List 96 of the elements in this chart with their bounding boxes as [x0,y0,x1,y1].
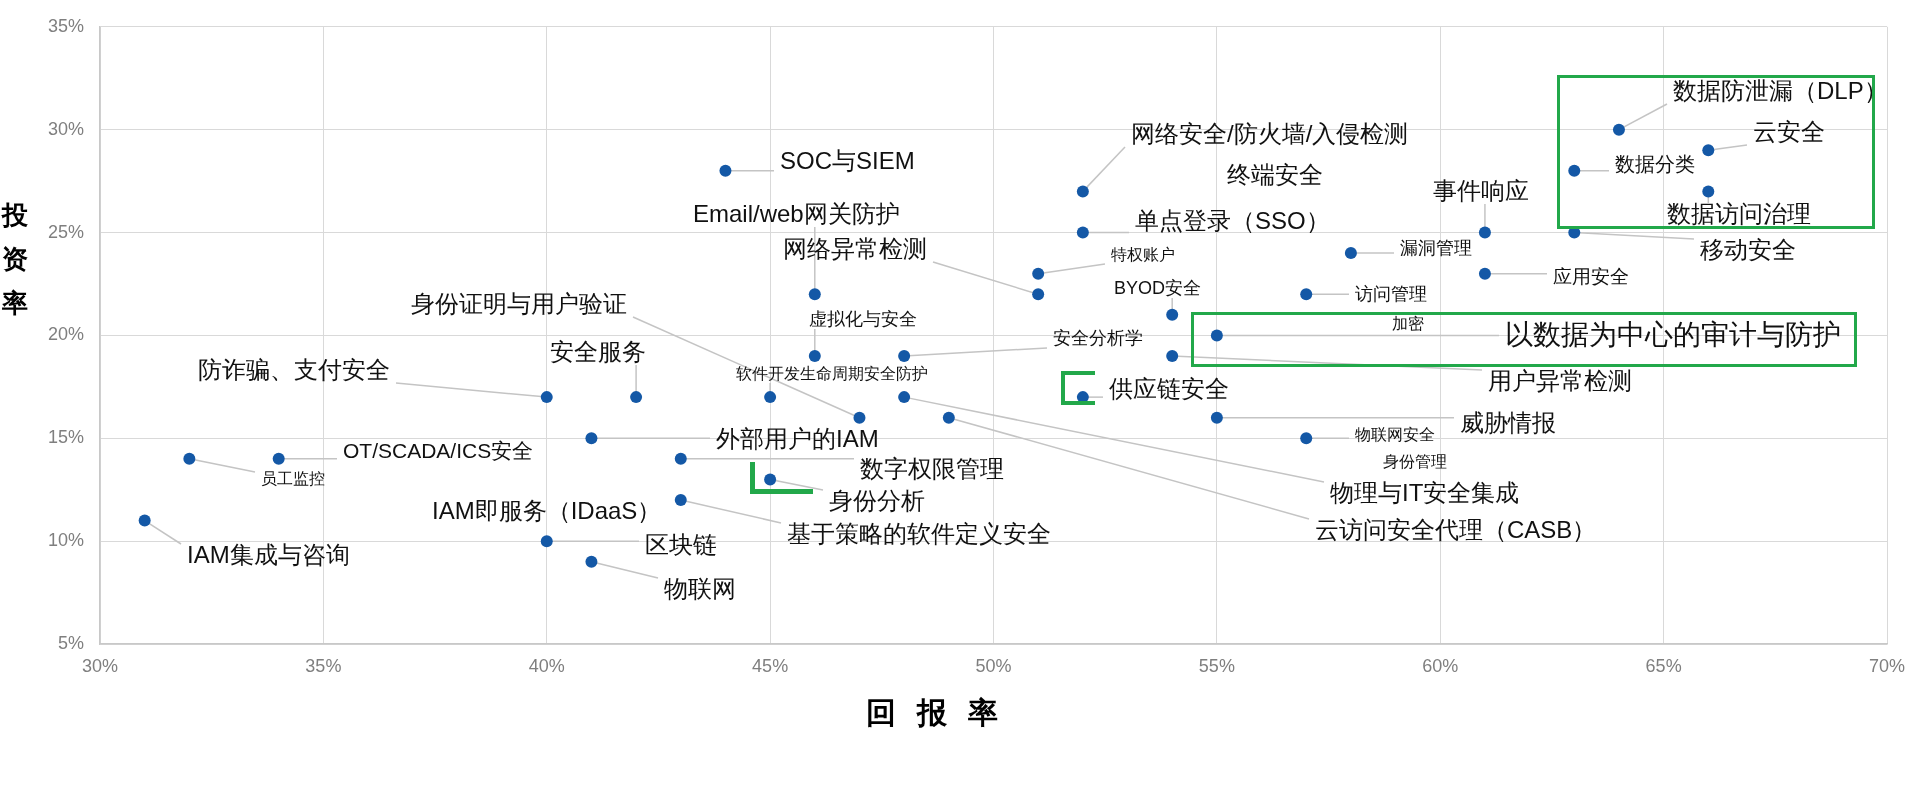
annotation: 加密 [1392,315,1424,333]
annotation: IAM集成与咨询 [187,540,350,568]
y-axis-title: 投资率 [1,199,29,320]
annotation: 以数据为中心的审计与防护 [1505,318,1841,350]
point [1032,267,1045,280]
point [540,391,553,404]
x-tick-label: 45% [752,655,789,676]
point [808,288,821,301]
annotation: 外部用户的IAM [716,424,879,452]
x-tick-label: 30% [81,655,119,676]
annotation: 网络安全/防火墙/入侵检测 [1131,119,1409,147]
annotation: Email/web网关防护 [693,199,900,227]
point [1210,329,1223,342]
annotation: 云访问安全代理（CASB） [1315,515,1597,543]
annotation: 安全分析学 [1053,327,1143,348]
point [719,164,732,177]
x-tick-label: 65% [1645,655,1682,676]
annotation: 终端安全 [1227,160,1323,188]
point [630,391,643,404]
x-tick-label: 70% [1868,655,1906,676]
point [764,391,777,404]
y-tick-label: 15% [47,427,84,448]
point [1210,411,1223,424]
x-tick-label: 60% [1422,655,1459,676]
annotation: 软件开发生命周期安全防护 [736,365,928,383]
annotation: 应用安全 [1553,266,1629,288]
point [942,411,955,424]
annotation: 虚拟化与安全 [809,308,917,329]
annotation: IAM即服务（IDaaS） [432,496,662,524]
point [138,514,151,527]
annotation: 员工监控 [261,470,325,488]
annotation: 物联网 [664,574,736,602]
point [898,349,911,362]
point [183,452,196,465]
point [853,411,866,424]
annotation: 威胁情报 [1460,408,1556,436]
annotation: 用户异常检测 [1488,366,1632,394]
annotation: 网络异常检测 [783,234,927,262]
annotation: BYOD安全 [1114,277,1202,298]
point [1032,288,1045,301]
point [1166,349,1179,362]
y-tick-label: 20% [47,324,84,345]
annotation: 漏洞管理 [1400,237,1472,258]
annotation: 安全服务 [550,337,646,365]
y-tick-label: 30% [47,118,84,139]
annotation: 云安全 [1753,117,1825,145]
point [1076,185,1089,198]
point [764,473,777,486]
annotation: 防诈骗、支付安全 [198,355,390,383]
x-tick-label: 35% [305,655,342,676]
point [674,493,687,506]
point [1702,144,1715,157]
y-tick-label: 35% [47,15,84,36]
annotation: 区块链 [645,530,717,558]
annotation: 访问管理 [1355,283,1427,304]
annotation: 数据分类 [1615,152,1695,175]
y-tick-label: 10% [47,530,84,551]
x-tick-label: 50% [975,655,1012,676]
annotation: 单点登录（SSO） [1135,206,1330,234]
point [1702,185,1715,198]
annotation: 身份分析 [829,486,925,514]
point [1076,226,1089,239]
annotation: 身份证明与用户验证 [411,289,627,317]
point [1478,226,1491,239]
annotation: 数据访问治理 [1667,199,1811,227]
point [585,432,598,445]
y-tick-label: 5% [57,632,84,653]
point [1612,123,1625,136]
point [1300,288,1313,301]
x-tick-label: 55% [1198,655,1235,676]
annotation: SOC与SIEM [780,146,915,174]
x-tick-label: 40% [528,655,565,676]
annotation: 数据防泄漏（DLP） [1673,76,1888,104]
annotation: 物联网安全 [1355,426,1435,444]
annotation: 特权账户 [1111,246,1175,264]
point [1568,164,1581,177]
point [540,535,553,548]
annotation: 身份管理 [1383,453,1447,471]
point [674,452,687,465]
annotation: 供应链安全 [1109,374,1229,402]
point [272,452,285,465]
point [585,555,598,568]
point [1344,247,1357,260]
annotation: 移动安全 [1700,235,1796,263]
annotation: OT/SCADA/ICS安全 [343,438,534,462]
y-tick-label: 25% [47,221,84,242]
annotation: 数字权限管理 [860,454,1004,482]
annotation: 基于策略的软件定义安全 [787,519,1051,547]
point [1300,432,1313,445]
point [1166,308,1179,321]
x-axis-title: 回报率 [864,695,1020,731]
annotation: 物理与IT安全集成 [1330,478,1520,506]
point [898,391,911,404]
annotation: 事件响应 [1433,176,1529,204]
point [808,349,821,362]
point [1478,267,1491,280]
